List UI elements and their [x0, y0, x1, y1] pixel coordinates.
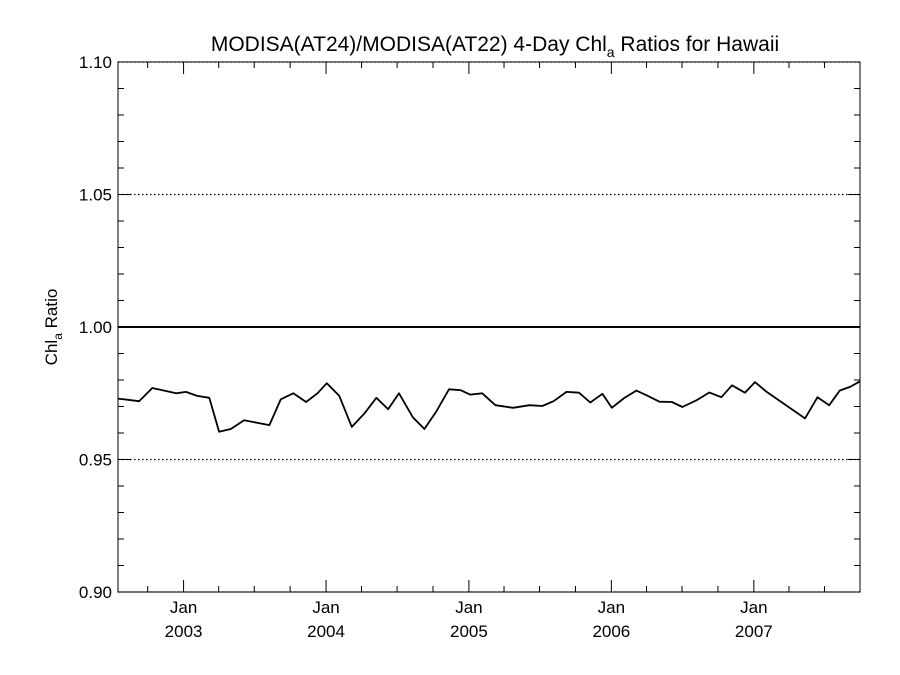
x-tick-month-label: Jan	[740, 598, 767, 617]
y-tick-label: 1.10	[79, 53, 112, 72]
x-tick-year-label: 2006	[592, 622, 630, 641]
chart-title-main: MODISA(AT24)/MODISA(AT22) 4-Day Chl	[211, 33, 607, 56]
ratio-series-line	[117, 380, 861, 433]
y-axis-label-main: Chl	[42, 340, 61, 366]
y-axis-label: Chla Ratio	[42, 289, 65, 366]
tick-labels: 0.90 0.95 1.00 1.05 1.10 Jan 2003 Jan 2004 Jan 200…	[79, 53, 773, 641]
chart-title-rest: Ratios for Hawaii	[615, 33, 780, 56]
plot-frame	[117, 61, 861, 593]
x-tick-year-label: 2004	[307, 622, 345, 641]
y-tick-label: 1.05	[79, 186, 112, 205]
x-tick-month-label: Jan	[598, 598, 625, 617]
x-tick-month-label: Jan	[455, 598, 482, 617]
series-layer	[117, 326, 861, 433]
y-tick-label: 0.95	[79, 451, 112, 470]
y-tick-label: 1.00	[79, 318, 112, 337]
x-tick-month-label: Jan	[170, 598, 197, 617]
x-tick-year-label: 2005	[450, 622, 488, 641]
x-tick-year-label: 2007	[735, 622, 773, 641]
chart-title-subscript: a	[607, 44, 615, 60]
y-tick-label: 0.90	[79, 583, 112, 602]
chart-title: MODISA(AT24)/MODISA(AT22) 4-Day Chla Rat…	[211, 33, 779, 60]
x-tick-year-label: 2003	[165, 622, 203, 641]
y-axis-label-rest: Ratio	[42, 289, 61, 333]
y-axis-label-subscript: a	[51, 333, 65, 340]
x-tick-month-label: Jan	[312, 598, 339, 617]
